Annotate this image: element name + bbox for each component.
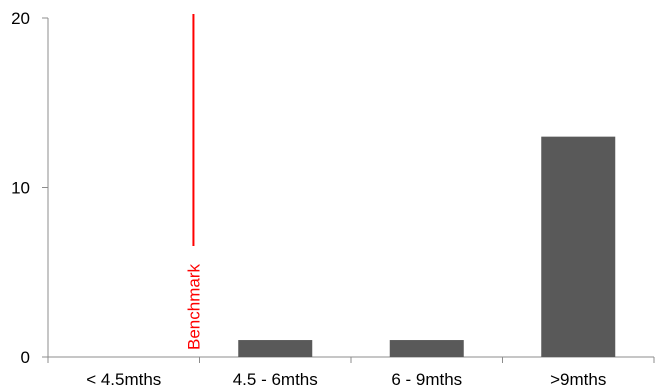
benchmark-marker: Benchmark (184, 14, 203, 350)
x-tick-label: 4.5 - 6mths (233, 370, 318, 389)
bar (541, 136, 616, 357)
x-axis-labels: < 4.5mths 4.5 - 6mths 6 - 9mths >9mths (86, 370, 606, 389)
benchmark-label: Benchmark (184, 264, 203, 350)
y-axis-labels: 0 10 20 (11, 9, 30, 367)
x-tick-label: < 4.5mths (86, 370, 161, 389)
chart-bars (238, 136, 616, 357)
y-tick-label: 20 (11, 9, 30, 28)
bar (389, 340, 464, 357)
x-tick-label: 6 - 9mths (391, 370, 462, 389)
x-tick-label: >9mths (550, 370, 606, 389)
y-tick-label: 10 (11, 179, 30, 198)
bar (238, 340, 313, 357)
y-tick-label: 0 (21, 348, 30, 367)
